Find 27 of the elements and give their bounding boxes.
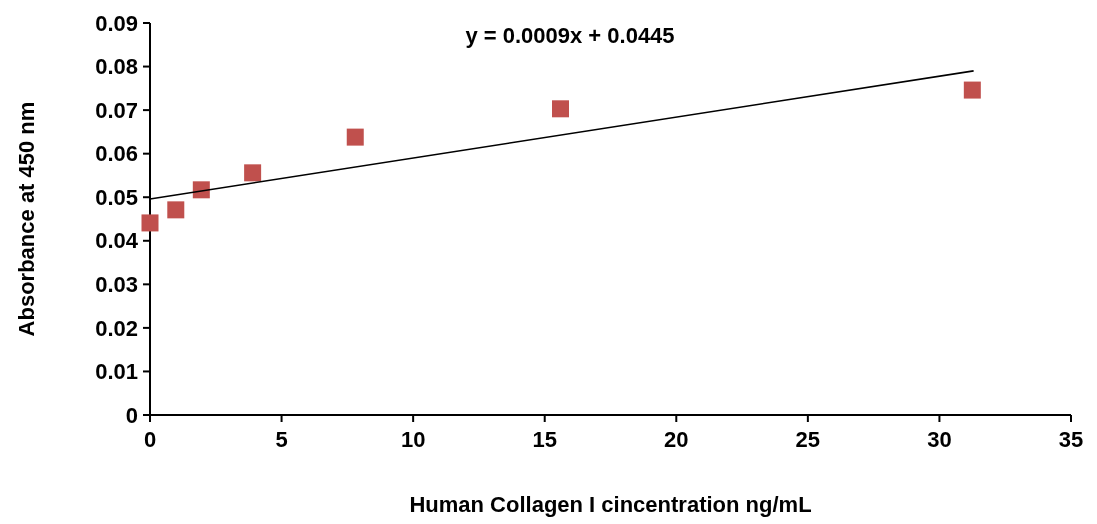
- y-tick-label: 0.02: [95, 315, 138, 341]
- point: [244, 164, 262, 182]
- y-tick-label: 0.01: [95, 359, 138, 385]
- x-axis-title: Human Collagen I cincentration ng/mL: [409, 492, 812, 517]
- point: [346, 128, 364, 146]
- y-axis-title: Absorbance at 450 nm: [14, 101, 39, 337]
- annotation: y = 0.0009x + 0.0445: [465, 23, 675, 48]
- x-tick-label: 30: [927, 427, 952, 452]
- point: [141, 214, 159, 232]
- point: [963, 81, 981, 99]
- y-tick-label: 0.06: [95, 141, 138, 167]
- y-tick-label: 0.07: [95, 97, 138, 123]
- point: [167, 201, 185, 219]
- x-tick-label: 15: [532, 427, 557, 452]
- y-tick-label: 0.05: [95, 184, 138, 210]
- x-tick-label: 35: [1058, 427, 1084, 452]
- y-tick-label: 0.04: [95, 228, 139, 254]
- x-tick-label: 10: [400, 427, 426, 452]
- point: [552, 100, 569, 118]
- x-tick-label: 0: [143, 427, 157, 452]
- y-tick-label: 0: [125, 402, 138, 428]
- x-tick-label: 20: [664, 427, 689, 452]
- y-tick-label: 0.09: [95, 10, 138, 36]
- x-tick-label: 25: [795, 427, 821, 452]
- y-tick-label: 0.03: [95, 272, 138, 298]
- y-tick-label: 0.08: [95, 54, 138, 80]
- x-tick-label: 5: [275, 427, 288, 452]
